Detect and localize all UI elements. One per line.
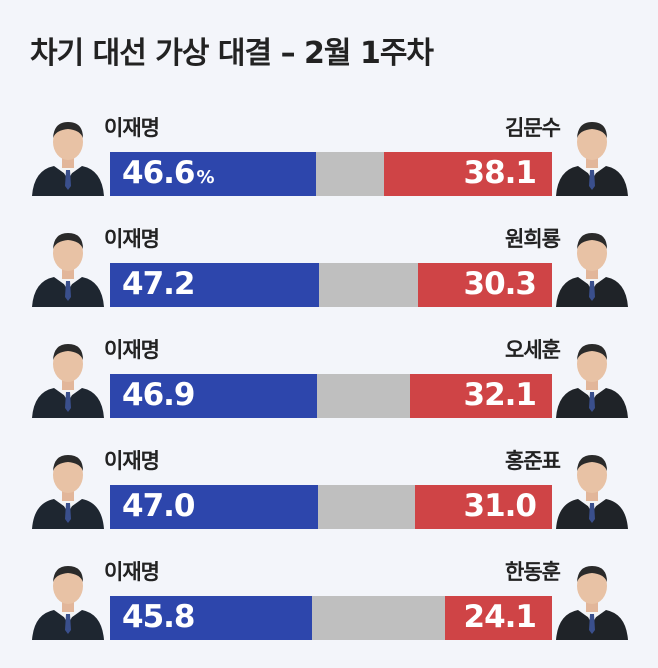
right-candidate-name: 한동훈 xyxy=(505,560,561,584)
right-value-label: 32.1 xyxy=(463,377,537,413)
right-candidate-name: 김문수 xyxy=(505,116,561,140)
right-value-label: 30.3 xyxy=(463,266,537,302)
left-value-number: 46.9 xyxy=(122,377,195,413)
right-candidate-name: 원희룡 xyxy=(505,227,561,251)
right-candidate-avatar-icon xyxy=(552,221,632,307)
right-value-label: 24.1 xyxy=(463,599,537,635)
right-candidate-avatar-icon xyxy=(552,554,632,640)
right-candidate-bar: 31.0 xyxy=(414,485,552,529)
right-candidate-avatar-icon xyxy=(552,332,632,418)
right-candidate-bar: 32.1 xyxy=(410,374,552,418)
left-value-label: 47.0 xyxy=(122,488,195,524)
bar-track: 46.9 32.1 xyxy=(110,374,552,418)
right-candidate-avatar-icon xyxy=(552,110,632,196)
left-value-number: 47.2 xyxy=(122,266,195,302)
bar-track: 47.2 30.3 xyxy=(110,263,552,307)
left-candidate-bar: 46.6% xyxy=(110,152,316,196)
matchup-row: 이재명 오세훈 46.9 32.1 xyxy=(0,326,658,436)
left-value-label: 46.6% xyxy=(122,155,215,191)
matchup-row: 이재명 원희룡 47.2 30.3 xyxy=(0,215,658,325)
right-candidate-bar: 24.1 xyxy=(445,596,552,640)
right-candidate-bar: 30.3 xyxy=(418,263,552,307)
bar-track: 46.6% 38.1 xyxy=(110,152,552,196)
right-candidate-avatar-icon xyxy=(552,443,632,529)
left-candidate-bar: 45.8 xyxy=(110,596,313,640)
chart-title: 차기 대선 가상 대결 – 2월 1주차 xyxy=(30,36,434,71)
bar-track: 45.8 24.1 xyxy=(110,596,552,640)
left-candidate-bar: 46.9 xyxy=(110,374,318,418)
right-value-label: 38.1 xyxy=(463,155,537,191)
left-value-label: 46.9 xyxy=(122,377,195,413)
left-candidate-avatar-icon xyxy=(28,554,108,640)
left-value-label: 47.2 xyxy=(122,266,195,302)
left-value-number: 46.6 xyxy=(122,155,195,191)
left-candidate-name: 이재명 xyxy=(104,338,160,362)
right-candidate-name: 홍준표 xyxy=(505,449,561,473)
left-candidate-avatar-icon xyxy=(28,443,108,529)
left-value-number: 45.8 xyxy=(122,599,195,635)
left-candidate-bar: 47.0 xyxy=(110,485,318,529)
left-value-number: 47.0 xyxy=(122,488,195,524)
left-candidate-avatar-icon xyxy=(28,332,108,418)
right-candidate-bar: 38.1 xyxy=(383,152,552,196)
right-value-label: 31.0 xyxy=(463,488,537,524)
left-candidate-avatar-icon xyxy=(28,221,108,307)
left-candidate-name: 이재명 xyxy=(104,449,160,473)
left-value-label: 45.8 xyxy=(122,599,195,635)
percent-sign: % xyxy=(196,167,215,188)
matchup-row: 이재명 김문수 46.6% 38.1 xyxy=(0,104,658,214)
left-candidate-name: 이재명 xyxy=(104,560,160,584)
right-candidate-name: 오세훈 xyxy=(505,338,561,362)
left-candidate-avatar-icon xyxy=(28,110,108,196)
left-candidate-name: 이재명 xyxy=(104,227,160,251)
matchup-row: 이재명 홍준표 47.0 31.0 xyxy=(0,437,658,547)
left-candidate-name: 이재명 xyxy=(104,116,160,140)
matchup-row: 이재명 한동훈 45.8 24.1 xyxy=(0,548,658,658)
bar-track: 47.0 31.0 xyxy=(110,485,552,529)
left-candidate-bar: 47.2 xyxy=(110,263,319,307)
